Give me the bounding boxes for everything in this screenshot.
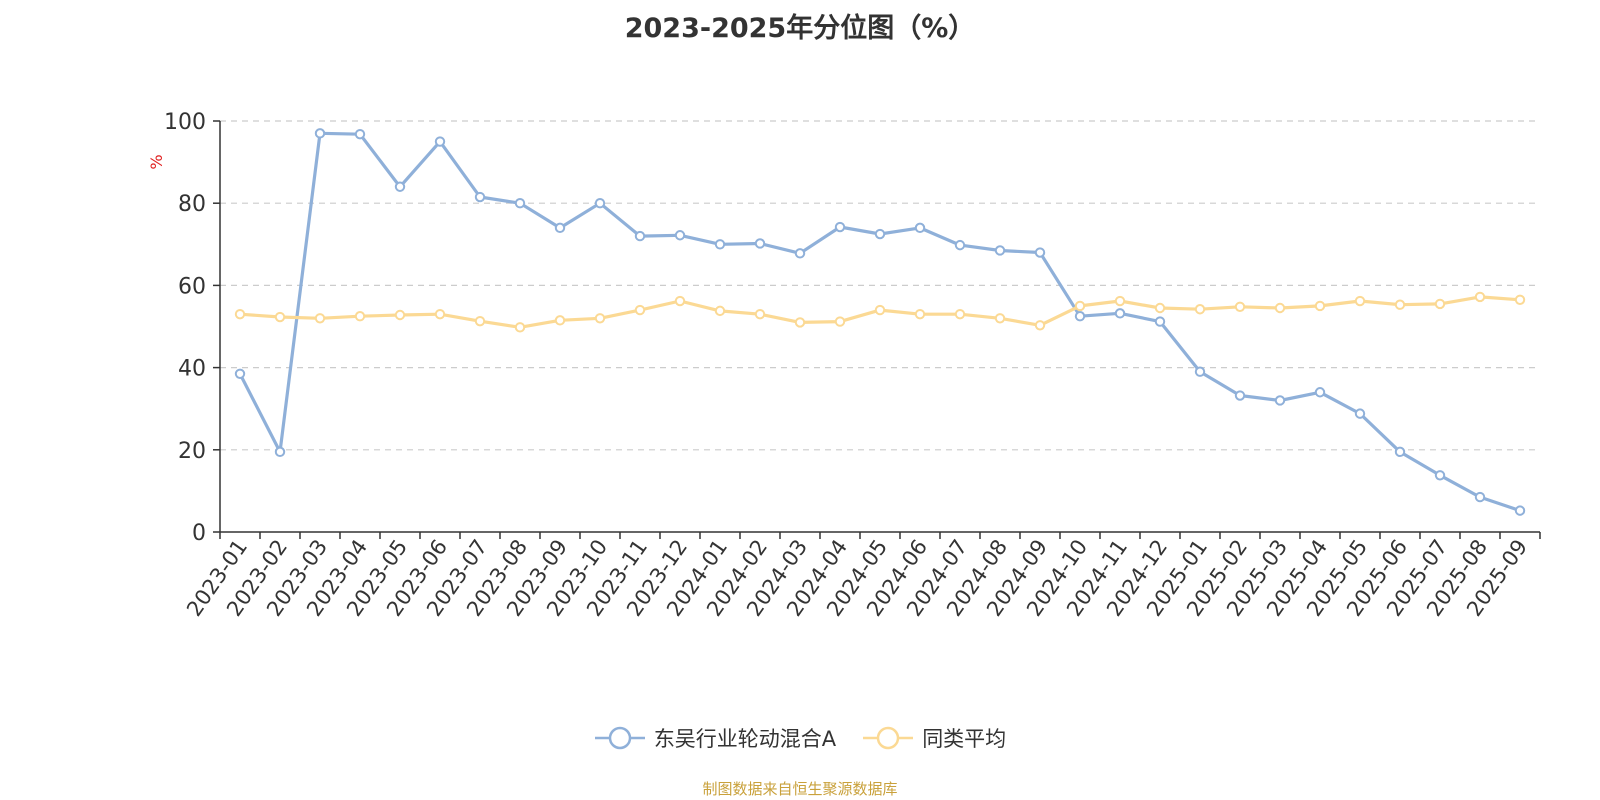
series-1-point	[754, 238, 766, 249]
series-2-point	[834, 316, 846, 327]
series-line-1	[238, 131, 1521, 513]
legend-marker-icon	[863, 726, 914, 750]
series-2-point	[1034, 320, 1046, 331]
chart-title: 2023-2025年分位图（%）	[624, 13, 976, 44]
series-1-point	[594, 198, 606, 209]
series-1-point	[714, 239, 726, 250]
legend-marker-icon	[594, 726, 645, 750]
series-1-point	[1154, 316, 1166, 327]
y-tick-label: 80	[178, 192, 206, 217]
series-2-point	[274, 311, 286, 323]
y-axis-label: %	[147, 154, 166, 169]
series-2-point	[634, 304, 646, 316]
series-2-point	[1434, 298, 1446, 310]
series-2-point	[1274, 302, 1286, 314]
series-1-point	[234, 368, 246, 379]
series-1-point	[634, 230, 646, 242]
series-2-point	[874, 304, 886, 316]
series-1-point	[1274, 395, 1286, 406]
series-2-point	[1394, 299, 1406, 310]
series-2-point	[554, 315, 566, 326]
series-2-point	[1194, 304, 1206, 315]
series-1-point	[1114, 308, 1126, 319]
series-1-point	[794, 248, 806, 259]
series-1-point	[954, 239, 966, 251]
series-2-point	[314, 313, 326, 324]
y-tick-label: 20	[178, 439, 206, 464]
series-1-point	[914, 222, 926, 234]
series-2-point	[474, 315, 486, 327]
y-tick-label: 60	[178, 274, 206, 299]
series-1-point	[354, 128, 366, 140]
series-2-point	[514, 322, 526, 333]
series-1-point	[1514, 505, 1526, 516]
series-2-point	[1234, 301, 1246, 312]
chart-legend: 东吴行业轮动混合A 同类平均	[0, 723, 1600, 753]
series-2-point	[1154, 302, 1166, 314]
series-2-point	[674, 295, 686, 307]
series-1-point	[1314, 387, 1326, 398]
series-2-point	[954, 308, 966, 320]
series-1-point	[1394, 446, 1406, 458]
series-1-point	[874, 228, 886, 240]
series-1-point	[1474, 491, 1486, 503]
series-2-point	[234, 308, 246, 320]
series-2-point	[1354, 295, 1366, 307]
series-2-point	[354, 311, 366, 322]
series-1-point	[554, 222, 566, 234]
legend-item-2[interactable]: 同类平均	[862, 723, 1006, 753]
legend-label: 东吴行业轮动混合A	[653, 727, 837, 751]
series-1-point	[1194, 366, 1206, 377]
series-2-point	[394, 309, 406, 321]
series-1-point	[674, 230, 686, 241]
series-2-point	[594, 313, 606, 324]
series-2-point	[714, 305, 726, 317]
data-source-note: 制图数据来自恒生聚源数据库	[702, 780, 898, 798]
legend-label: 同类平均	[922, 727, 1007, 751]
series-1-point	[1354, 408, 1366, 419]
series-1-point	[434, 136, 446, 147]
series-1-point	[394, 181, 406, 192]
series-1-point	[274, 446, 286, 458]
series-1-point	[994, 245, 1006, 256]
series-2-point	[1514, 294, 1526, 305]
y-tick-label: 0	[192, 521, 206, 546]
series-1-point	[474, 191, 486, 203]
series-2-point	[1314, 300, 1326, 312]
series-2-point	[1114, 295, 1126, 307]
y-tick-label: 100	[164, 110, 206, 135]
series-1-point	[1034, 247, 1046, 258]
series-2-point	[1474, 291, 1486, 303]
series-2-point	[1074, 300, 1086, 312]
series-1-point	[1074, 311, 1086, 322]
series-1-point	[314, 128, 326, 139]
legend-item-1[interactable]: 东吴行业轮动混合A	[594, 723, 836, 753]
series-1-point	[514, 198, 526, 209]
y-tick-label: 40	[178, 357, 206, 382]
series-2-point	[434, 308, 446, 320]
series-2-point	[754, 308, 766, 320]
series-2-point	[914, 308, 926, 320]
series-1-point	[1234, 390, 1246, 401]
series-1-point	[1434, 470, 1446, 481]
series-2-point	[794, 317, 806, 328]
series-2-point	[994, 313, 1006, 324]
series-1-point	[834, 221, 846, 233]
